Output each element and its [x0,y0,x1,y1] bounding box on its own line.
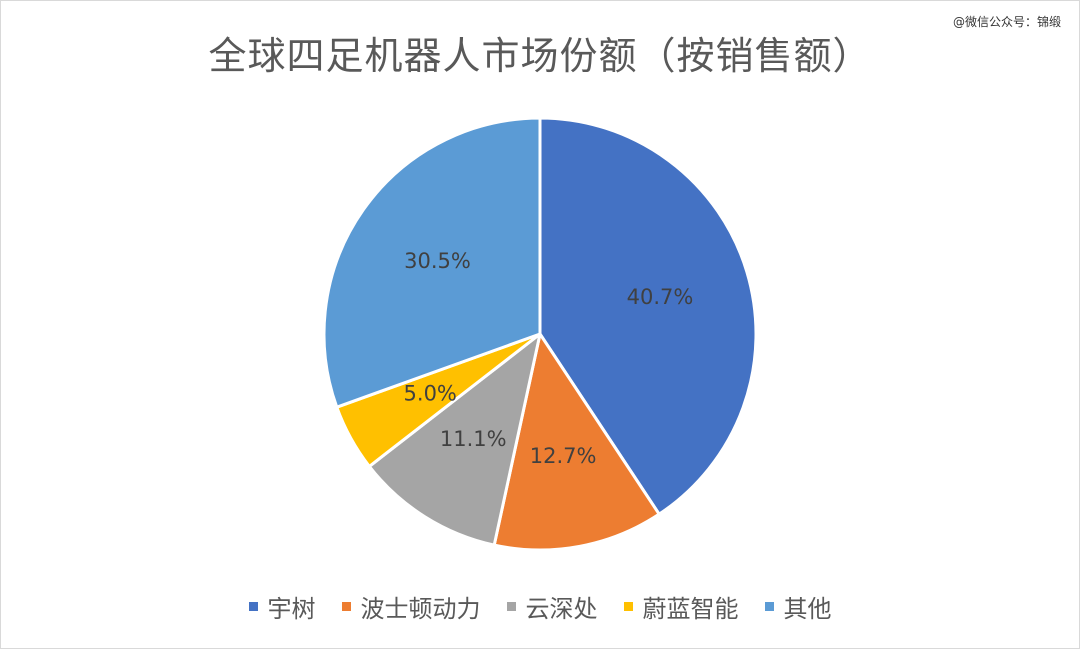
legend-swatch [248,602,258,611]
legend-swatch [623,602,633,611]
legend-label: 其他 [783,595,832,623]
legend-label: 云深处 [525,595,598,623]
pie-data-labels: 40.7% 12.7% 11.1% 5.0% 30.5% [404,249,694,468]
pie-data-label-0: 40.7% [627,285,694,309]
legend-item-1: 波士顿动力 [341,589,481,624]
pie-data-label-1: 12.7% [530,444,597,468]
watermark: @微信公众号：锦缎 [952,15,1061,29]
legend-swatch [341,602,351,611]
pie-data-label-4: 30.5% [404,249,471,273]
legend-label: 波士顿动力 [360,595,481,623]
legend-item-4: 其他 [764,589,832,624]
chart-title: 全球四足机器人市场份额（按销售额） [208,34,872,78]
pie-data-label-3: 5.0% [404,381,457,405]
legend-swatch [764,602,774,611]
legend-item-3: 蔚蓝智能 [623,589,739,624]
pie-slice-1 [492,332,661,552]
pie-slice-2 [367,332,542,547]
legend-item-0: 宇树 [248,589,316,624]
legend-label: 宇树 [267,595,316,623]
pie-slice-4 [322,116,542,409]
pie-data-label-2: 11.1% [440,427,507,451]
legend-swatch [506,602,516,611]
chart-legend: 宇树 波士顿动力 云深处 蔚蓝智能 其他 [1,589,1079,624]
legend-item-2: 云深处 [506,589,598,624]
pie-slices [322,116,758,552]
legend-label: 蔚蓝智能 [642,595,739,623]
